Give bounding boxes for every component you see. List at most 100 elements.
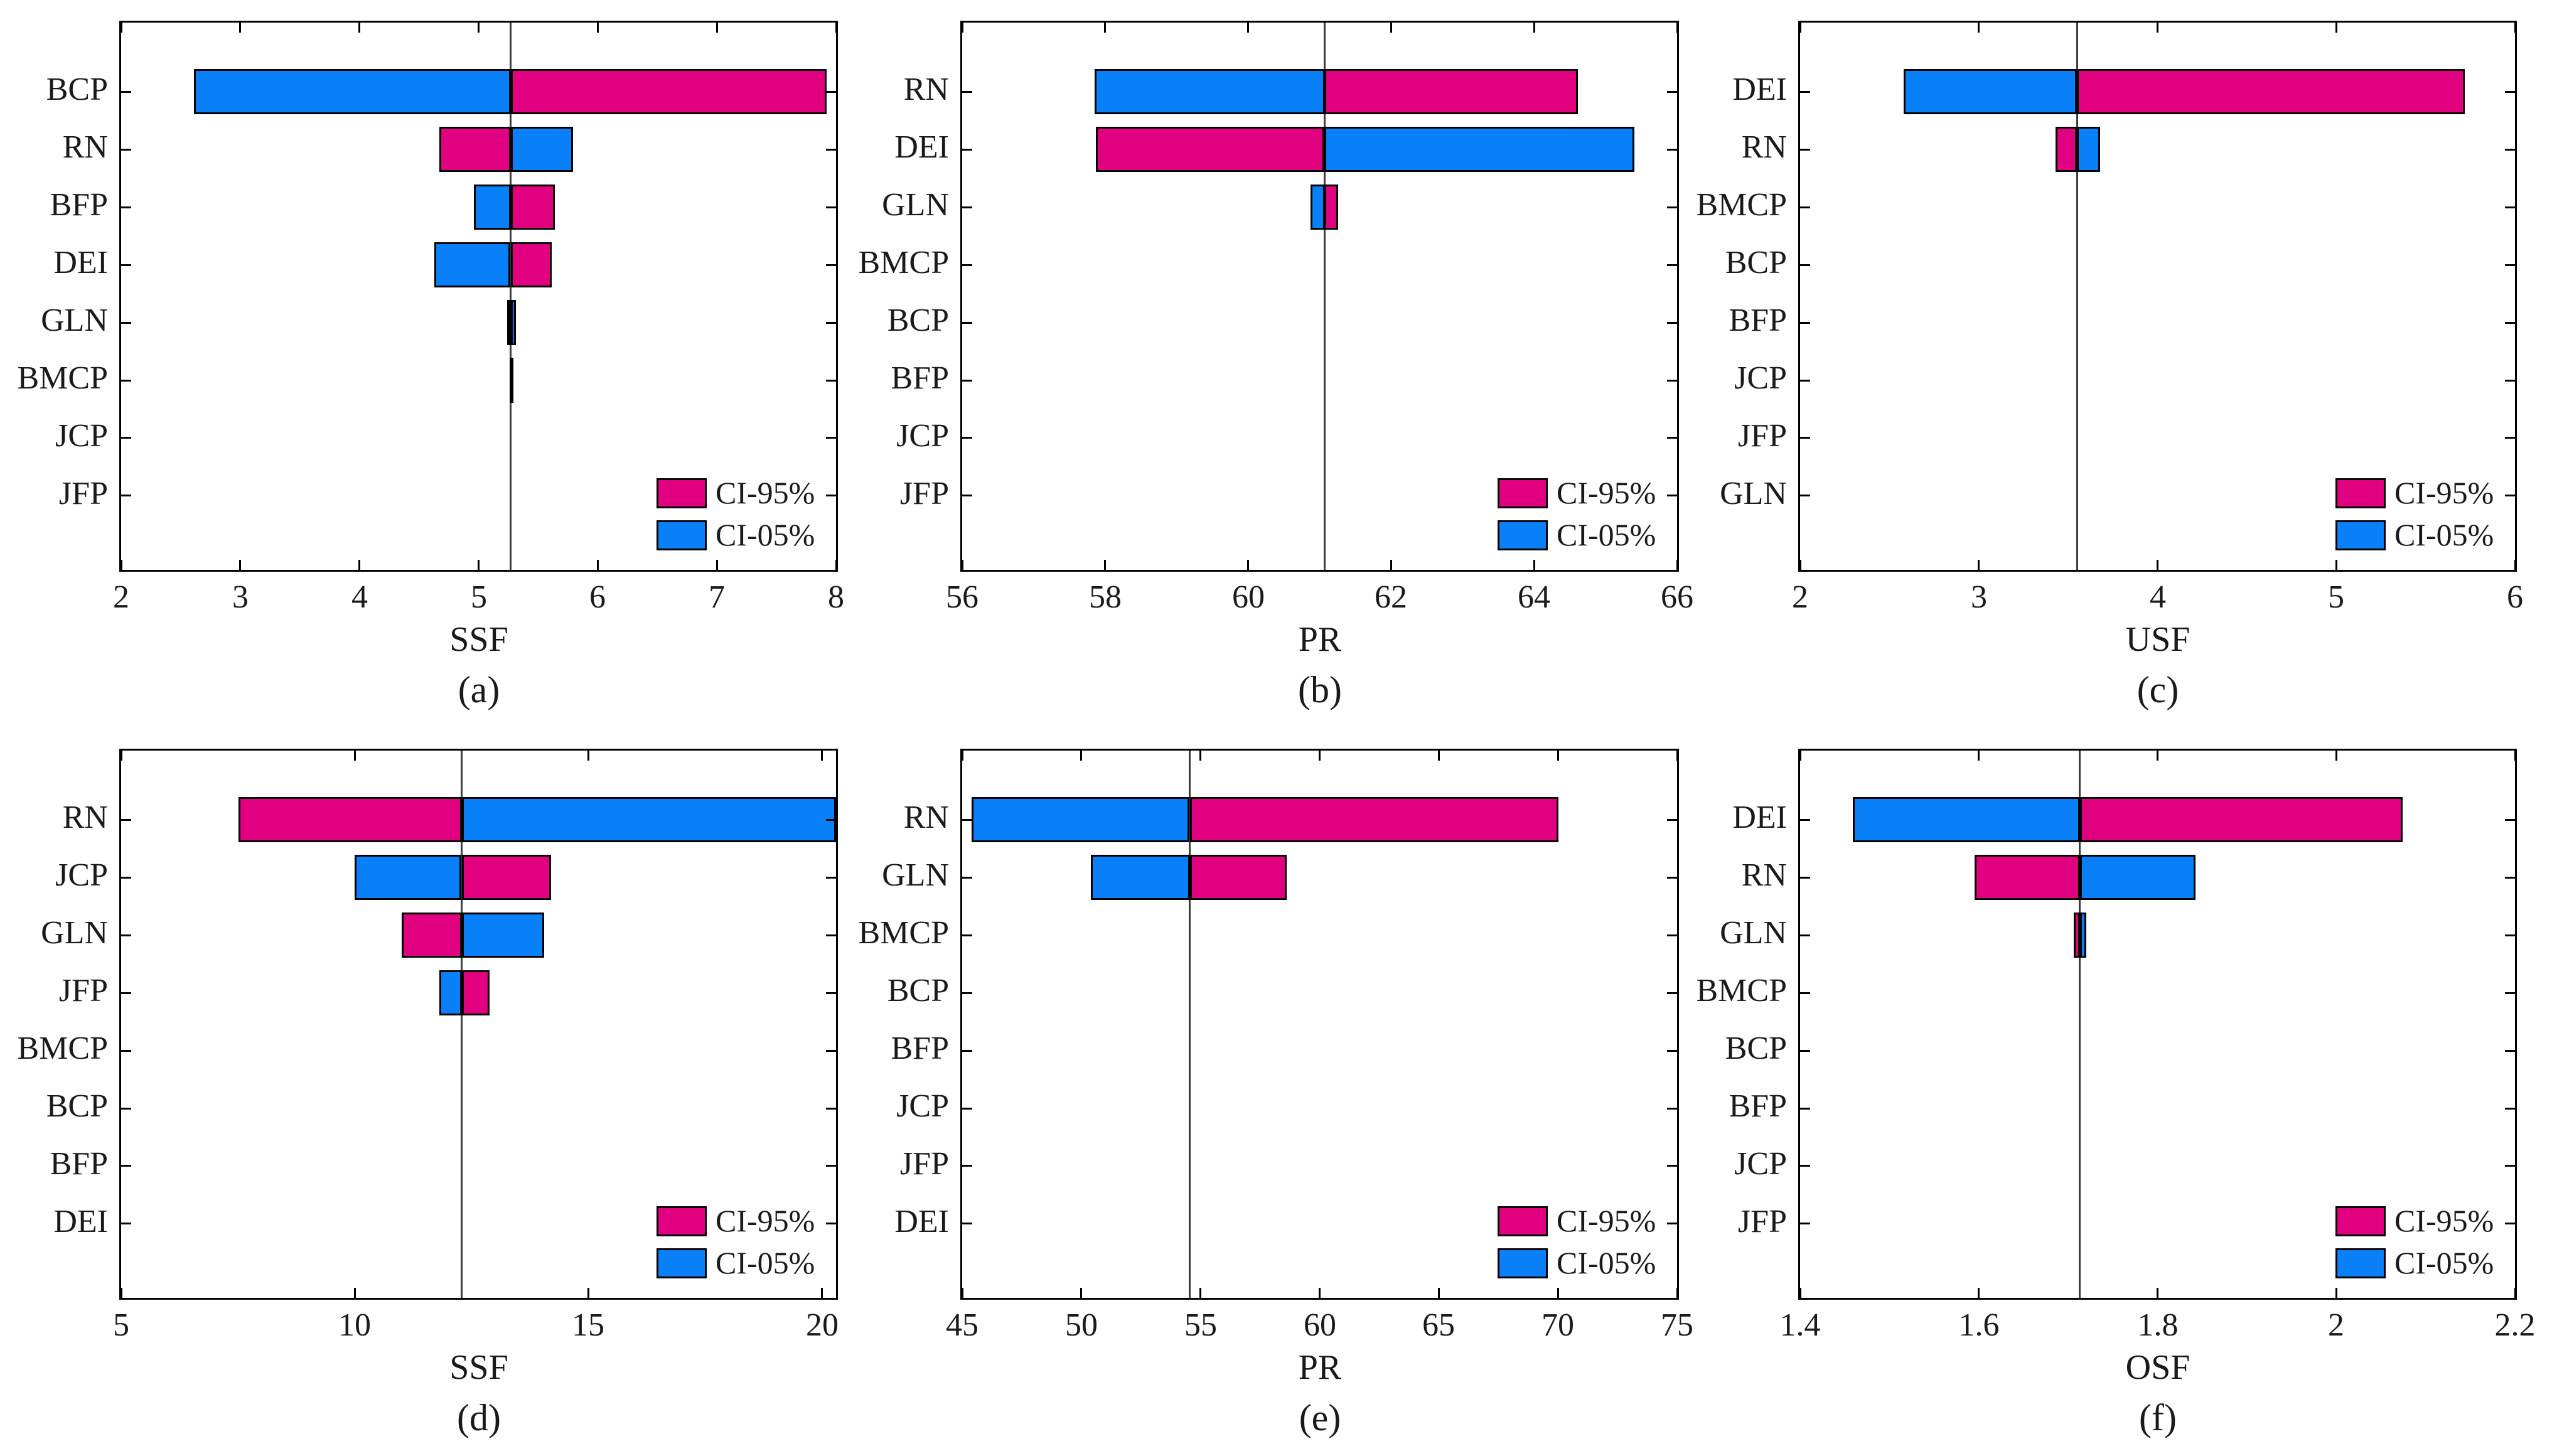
y-category-label: RN bbox=[903, 800, 949, 835]
y-tick-mark bbox=[962, 380, 972, 382]
y-tick-mark bbox=[962, 819, 972, 821]
y-tick-mark bbox=[2505, 1050, 2515, 1052]
y-tick-mark bbox=[962, 149, 972, 151]
y-tick-mark bbox=[1800, 149, 1810, 151]
y-tick-mark bbox=[826, 819, 836, 821]
x-tick-mark bbox=[821, 751, 823, 761]
x-tick-mark bbox=[835, 560, 837, 570]
bar-segment-ci05 bbox=[462, 913, 544, 958]
x-tick-label: 5 bbox=[2328, 579, 2344, 615]
x-tick-label: 5 bbox=[471, 579, 487, 615]
legend-label-ci95: CI-95% bbox=[716, 1203, 815, 1238]
x-axis-title: PR bbox=[1298, 1348, 1342, 1387]
bar-segment-ci05 bbox=[1853, 797, 2080, 842]
bar-segment-ci95 bbox=[239, 797, 462, 842]
y-tick-mark bbox=[962, 1108, 972, 1110]
y-tick-mark bbox=[826, 91, 836, 93]
subplot-letter: (a) bbox=[458, 669, 500, 710]
legend-label-ci05: CI-05% bbox=[2394, 517, 2494, 552]
bar-segment-ci05 bbox=[439, 970, 462, 1015]
y-category-label: BCP bbox=[1725, 245, 1787, 281]
subplot-letter: (d) bbox=[457, 1397, 501, 1438]
subplot-f: CI-95% CI-05% DEI RN GLN BMCP BCP BFP JCP JFP 1.4 1… bbox=[1679, 728, 2552, 1456]
x-tick-mark bbox=[1438, 1288, 1440, 1298]
y-tick-mark bbox=[2505, 1108, 2515, 1110]
y-tick-mark bbox=[962, 1223, 972, 1224]
x-tick-mark bbox=[1978, 23, 1980, 33]
x-tick-mark bbox=[121, 560, 122, 570]
bar-segment-ci05 bbox=[355, 855, 461, 900]
y-tick-mark bbox=[962, 877, 972, 879]
bar-segment-ci95 bbox=[2056, 127, 2077, 172]
y-tick-mark bbox=[1800, 437, 1810, 439]
x-tick-label: 58 bbox=[1089, 579, 1122, 615]
y-tick-mark bbox=[962, 1050, 972, 1052]
x-tick-mark bbox=[587, 1288, 589, 1298]
bar-segment-ci95 bbox=[462, 970, 490, 1015]
x-tick-label: 45 bbox=[946, 1307, 978, 1343]
y-category-label: JFP bbox=[899, 476, 949, 511]
bar-segment-ci05 bbox=[511, 300, 516, 345]
x-tick-mark bbox=[1080, 1288, 1082, 1298]
y-tick-mark bbox=[121, 380, 131, 382]
y-tick-mark bbox=[826, 495, 836, 496]
y-tick-mark bbox=[1667, 992, 1677, 994]
y-category-label: GLN bbox=[1720, 915, 1787, 951]
x-tick-mark bbox=[821, 1288, 823, 1298]
x-tick-label: 65 bbox=[1422, 1307, 1455, 1343]
x-tick-mark bbox=[358, 23, 360, 33]
y-category-label: BFP bbox=[891, 1030, 949, 1066]
bar-segment-ci05 bbox=[2080, 913, 2086, 958]
y-tick-mark bbox=[1667, 149, 1677, 151]
bar-segment-ci95 bbox=[1324, 185, 1338, 230]
legend-label-ci95: CI-95% bbox=[2394, 1203, 2494, 1238]
x-tick-mark bbox=[121, 1288, 122, 1298]
subplot-c: CI-95% CI-05% DEI RN BMCP BCP BFP JCP JFP GLN 2 3 4 5… bbox=[1679, 0, 2552, 728]
x-tick-label: 15 bbox=[572, 1307, 604, 1343]
x-tick-label: 2.2 bbox=[2494, 1307, 2536, 1343]
bar-segment-ci05 bbox=[194, 69, 511, 114]
y-category-label: JCP bbox=[1734, 1146, 1787, 1182]
y-category-label: JCP bbox=[896, 418, 949, 454]
y-category-label: BMCP bbox=[858, 915, 949, 951]
x-tick-mark bbox=[1676, 560, 1678, 570]
bar-segment-ci95 bbox=[1096, 127, 1324, 172]
x-tick-label: 55 bbox=[1184, 1307, 1217, 1343]
x-tick-mark bbox=[1247, 23, 1249, 33]
legend-label-ci95: CI-95% bbox=[716, 475, 815, 510]
x-tick-mark bbox=[962, 560, 963, 570]
y-tick-mark bbox=[1800, 1050, 1810, 1052]
x-tick-mark bbox=[1533, 23, 1535, 33]
y-tick-mark bbox=[1800, 206, 1810, 208]
legend-label-ci05: CI-05% bbox=[1557, 517, 1656, 552]
subplot-d: CI-95% CI-05% RN JCP GLN JFP BMCP BCP BFP DEI 5 10 1… bbox=[0, 728, 873, 1456]
x-tick-mark bbox=[2157, 560, 2158, 570]
x-tick-label: 2 bbox=[113, 579, 129, 615]
y-tick-mark bbox=[121, 264, 131, 266]
bar-segment-ci95 bbox=[2077, 69, 2465, 114]
subplot-a: CI-95% CI-05% BCP RN BFP DEI GLN BMCP JCP JFP 2 3 4 5… bbox=[0, 0, 873, 728]
y-category-label: GLN bbox=[41, 915, 108, 951]
bar-segment-ci95 bbox=[1190, 855, 1287, 900]
y-tick-mark bbox=[121, 1223, 131, 1224]
x-tick-mark bbox=[1799, 23, 1801, 33]
bar-segment-ci95 bbox=[1975, 855, 2080, 900]
y-tick-mark bbox=[1667, 1050, 1677, 1052]
y-tick-mark bbox=[826, 1050, 836, 1052]
y-tick-mark bbox=[121, 91, 131, 93]
bar-segment-ci05 bbox=[474, 185, 511, 230]
x-tick-label: 20 bbox=[806, 1307, 839, 1343]
baseline-reference-line bbox=[1189, 751, 1191, 1298]
x-tick-mark bbox=[1390, 560, 1392, 570]
bar-segment-ci05 bbox=[2077, 127, 2100, 172]
y-category-label: DEI bbox=[53, 245, 108, 281]
y-tick-mark bbox=[1800, 1108, 1810, 1110]
y-tick-mark bbox=[962, 264, 972, 266]
y-tick-mark bbox=[121, 437, 131, 439]
x-tick-label: 75 bbox=[1661, 1307, 1693, 1343]
x-tick-mark bbox=[358, 560, 360, 570]
x-tick-mark bbox=[1978, 1288, 1980, 1298]
x-tick-mark bbox=[1533, 560, 1535, 570]
baseline-reference-line bbox=[2079, 751, 2081, 1298]
x-axis-title: OSF bbox=[2125, 1348, 2190, 1387]
